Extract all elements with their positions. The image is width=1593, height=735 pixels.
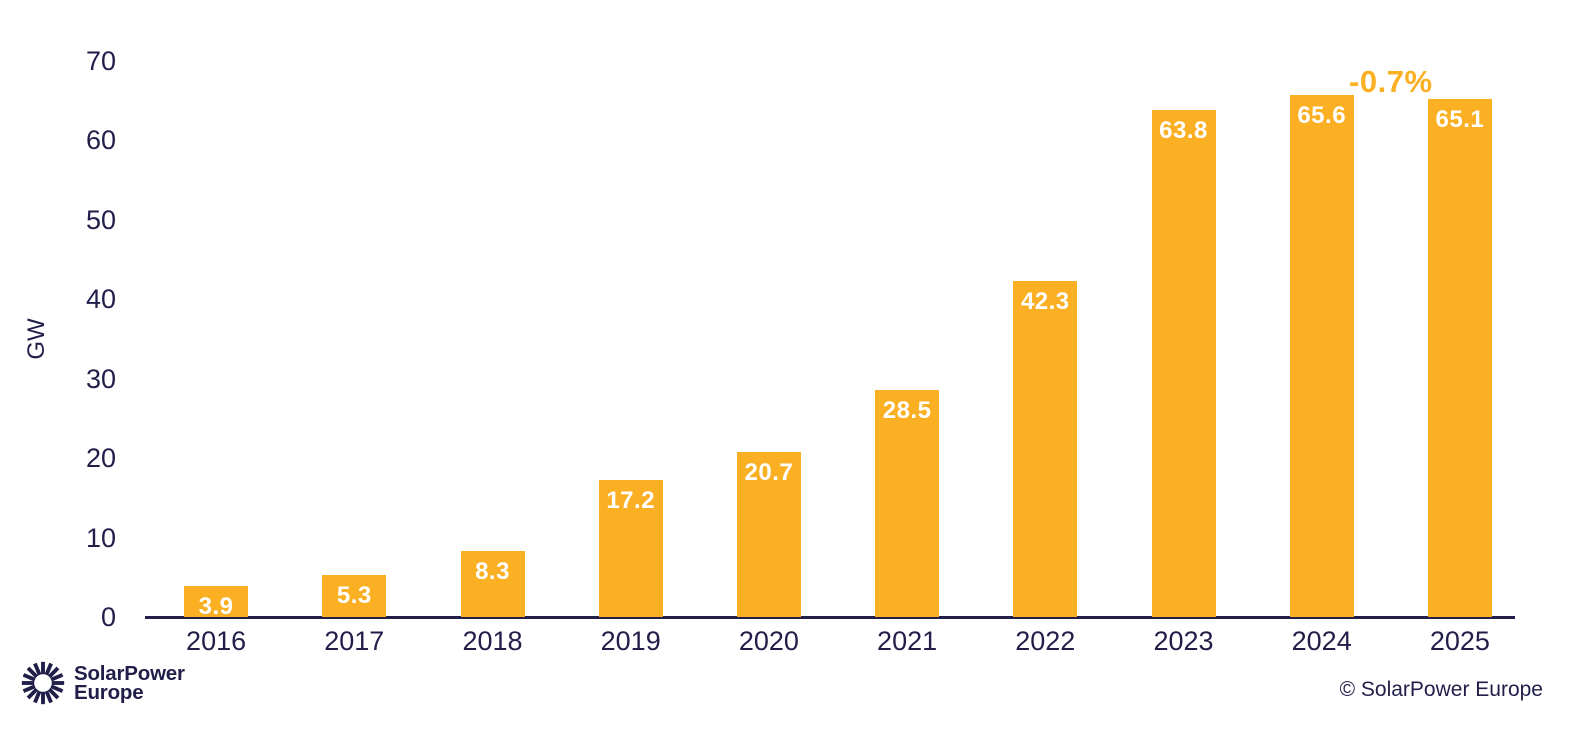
- solarpower-logo: SolarPower Europe: [20, 660, 185, 706]
- x-tick-2025: 2025: [1429, 626, 1490, 656]
- x-tick-2020: 2020: [738, 626, 799, 656]
- bar-2020: 20.7: [736, 452, 801, 617]
- bar-value-2021: 28.5: [882, 397, 932, 425]
- x-tick-2017: 2017: [324, 626, 385, 656]
- x-tick-2016: 2016: [186, 626, 247, 656]
- bar-value-2018: 8.3: [475, 558, 510, 585]
- x-tick-2018: 2018: [462, 626, 523, 656]
- bar-2023: 63.8: [1151, 109, 1216, 617]
- y-tick-50: 50: [85, 204, 116, 235]
- y-tick-20: 20: [85, 443, 116, 473]
- bar-value-2017: 5.3: [336, 581, 372, 609]
- sunburst-icon: [21, 661, 65, 705]
- bar-value-2024: 65.6: [1297, 102, 1347, 130]
- bar-2024: 65.6: [1289, 95, 1354, 617]
- bar-value-2022: 42.3: [1020, 287, 1070, 315]
- logo-line2: Europe: [74, 681, 144, 704]
- x-tick-2023: 2023: [1153, 626, 1214, 656]
- bar-2021: 28.5: [875, 390, 940, 617]
- copyright-text: © SolarPower Europe: [1339, 678, 1543, 701]
- bar-2018: 8.3: [460, 551, 525, 617]
- x-tick-2024: 2024: [1291, 626, 1352, 656]
- y-tick-60: 60: [85, 125, 116, 155]
- y-axis-title: GW: [23, 318, 50, 360]
- y-tick-40: 40: [85, 284, 116, 314]
- bar-2017: 5.3: [322, 574, 387, 617]
- bar-2025: 65.1: [1427, 99, 1492, 617]
- logo-text: SolarPower Europe: [74, 662, 185, 704]
- y-tick-30: 30: [85, 363, 116, 394]
- y-tick-0: 0: [100, 602, 116, 632]
- logo-line1: SolarPower: [74, 662, 185, 685]
- bar-value-2020: 20.7: [744, 459, 794, 487]
- bar-value-2016: 3.9: [198, 592, 234, 620]
- x-tick-2019: 2019: [600, 626, 661, 656]
- bar-2022: 42.3: [1013, 280, 1078, 617]
- x-axis-line: [145, 616, 1515, 619]
- change-annotation: -0.7%: [1349, 64, 1433, 99]
- bar-value-2023: 63.8: [1159, 116, 1208, 144]
- y-tick-10: 10: [85, 522, 116, 553]
- bar-value-2019: 17.2: [606, 487, 656, 515]
- y-tick-70: 70: [85, 45, 116, 76]
- bar-2019: 17.2: [598, 480, 663, 617]
- x-tick-2021: 2021: [877, 626, 938, 656]
- bar-value-2025: 65.1: [1435, 106, 1485, 134]
- bar-2016: 3.9: [184, 585, 249, 620]
- x-tick-2022: 2022: [1015, 626, 1076, 656]
